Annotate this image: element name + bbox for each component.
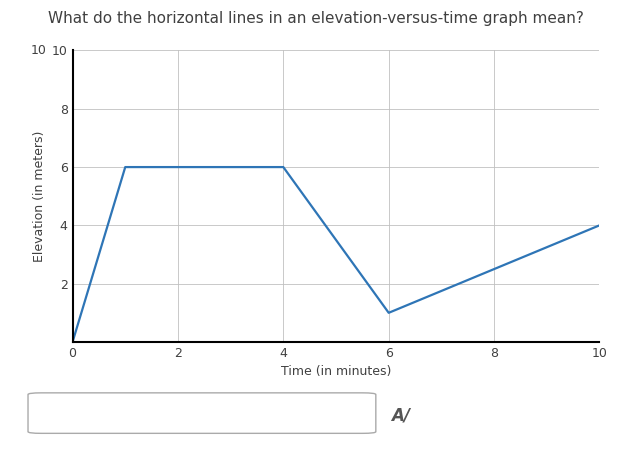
FancyBboxPatch shape (28, 393, 376, 433)
Text: What do the horizontal lines in an elevation-versus-time graph mean?: What do the horizontal lines in an eleva… (47, 11, 584, 27)
Y-axis label: Elevation (in meters): Elevation (in meters) (33, 130, 46, 262)
Text: A/: A/ (391, 406, 410, 425)
X-axis label: Time (in minutes): Time (in minutes) (281, 365, 391, 378)
Text: 10: 10 (30, 44, 46, 57)
